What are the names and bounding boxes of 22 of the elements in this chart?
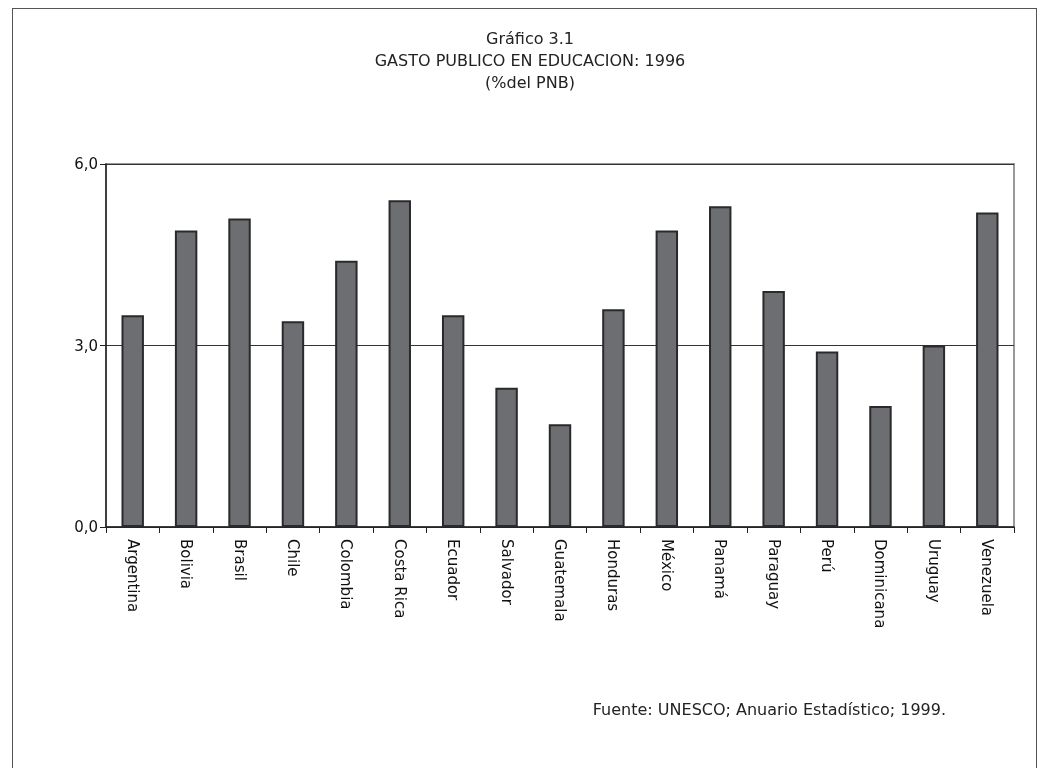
x-tick-label: Perú: [818, 539, 837, 573]
x-tick-label: Venezuela: [978, 539, 997, 617]
y-tick-label: 6,0: [74, 155, 98, 173]
source-note: Fuente: UNESCO; Anuario Estadístico; 1999.: [592, 699, 947, 719]
x-tick-label: Costa Rica: [390, 539, 409, 619]
x-tick-label: México: [657, 539, 676, 592]
y-tick-label: 3,0: [74, 336, 98, 355]
x-tick-label: Honduras: [604, 539, 623, 612]
x-tick-label: Uruguay: [924, 539, 943, 603]
x-tick-label: Dominicana: [871, 539, 890, 629]
x-tick-label: Panamá: [711, 539, 730, 600]
x-tick-label: Ecuador: [444, 539, 463, 602]
x-tick-label: Salvador: [497, 539, 516, 606]
x-tick-label: Colombia: [337, 539, 356, 610]
x-tick-label: Guatemala: [551, 539, 569, 622]
chart-title: Gráfico 3.1 GASTO PUBLICO EN EDUCACION: 1996 (%del PNB): [374, 28, 686, 92]
y-tick-label: 0,0: [74, 518, 98, 536]
x-tick-label: Paraguay: [764, 539, 783, 610]
x-tick-label: Chile: [283, 539, 302, 577]
x-tick-label: Argentina: [123, 539, 142, 613]
x-tick-label: Brasil: [230, 539, 249, 581]
x-tick-label: Bolivia: [177, 539, 196, 590]
